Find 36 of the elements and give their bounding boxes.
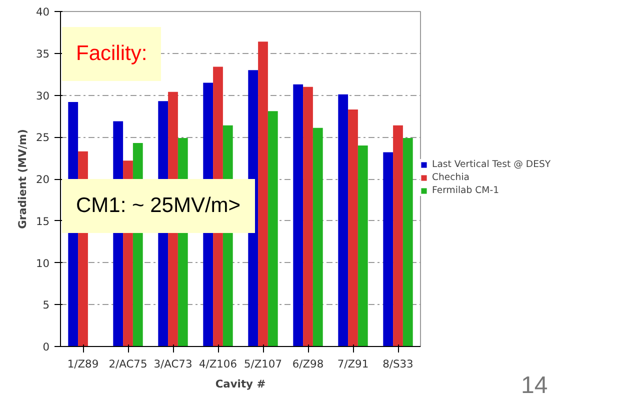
y-tick-label: 0 <box>42 340 50 354</box>
x-tick-label: 8/S33 <box>382 358 414 370</box>
y-tick-label: 20 <box>36 173 50 186</box>
legend-label: Fermilab CM-1 <box>432 185 500 196</box>
bar <box>383 152 394 346</box>
x-tick-label: 7/Z91 <box>337 358 369 370</box>
y-tick-label: 5 <box>42 298 50 312</box>
legend-label: Chechia <box>432 172 470 183</box>
y-tick-label: 35 <box>36 47 50 60</box>
y-tick-label: 15 <box>36 214 50 228</box>
x-tick-label: 6/Z98 <box>292 358 324 370</box>
bar <box>293 84 304 346</box>
x-tick-label: 5/Z107 <box>244 358 282 370</box>
x-tick-label: 4/Z106 <box>198 358 238 370</box>
bar <box>402 138 413 346</box>
y-tick-label: 30 <box>36 89 50 102</box>
annotation: CM1: ~ 25MV/m> <box>76 193 241 219</box>
bar <box>268 111 278 346</box>
x-axis-title: Cavity # <box>215 378 266 390</box>
bar <box>358 146 368 346</box>
y-tick-label: 40 <box>36 6 50 18</box>
legend-label: Last Vertical Test @ DESY <box>432 159 551 170</box>
x-tick-label: 1/Z89 <box>67 358 99 370</box>
x-tick-label: 3/AC73 <box>154 358 192 370</box>
bar <box>348 109 358 346</box>
annotation: Facility: <box>76 41 148 67</box>
y-axis-title: Gradient (MV/m) <box>16 129 29 229</box>
y-tick-label: 10 <box>36 256 50 270</box>
bar <box>312 128 323 346</box>
x-tick-label: 2/AC75 <box>108 358 148 370</box>
y-tick-label: 25 <box>36 131 50 144</box>
bar <box>303 86 313 346</box>
text: 14 <box>521 371 548 401</box>
bar <box>258 42 268 346</box>
bar <box>338 94 348 346</box>
bar <box>393 125 403 346</box>
